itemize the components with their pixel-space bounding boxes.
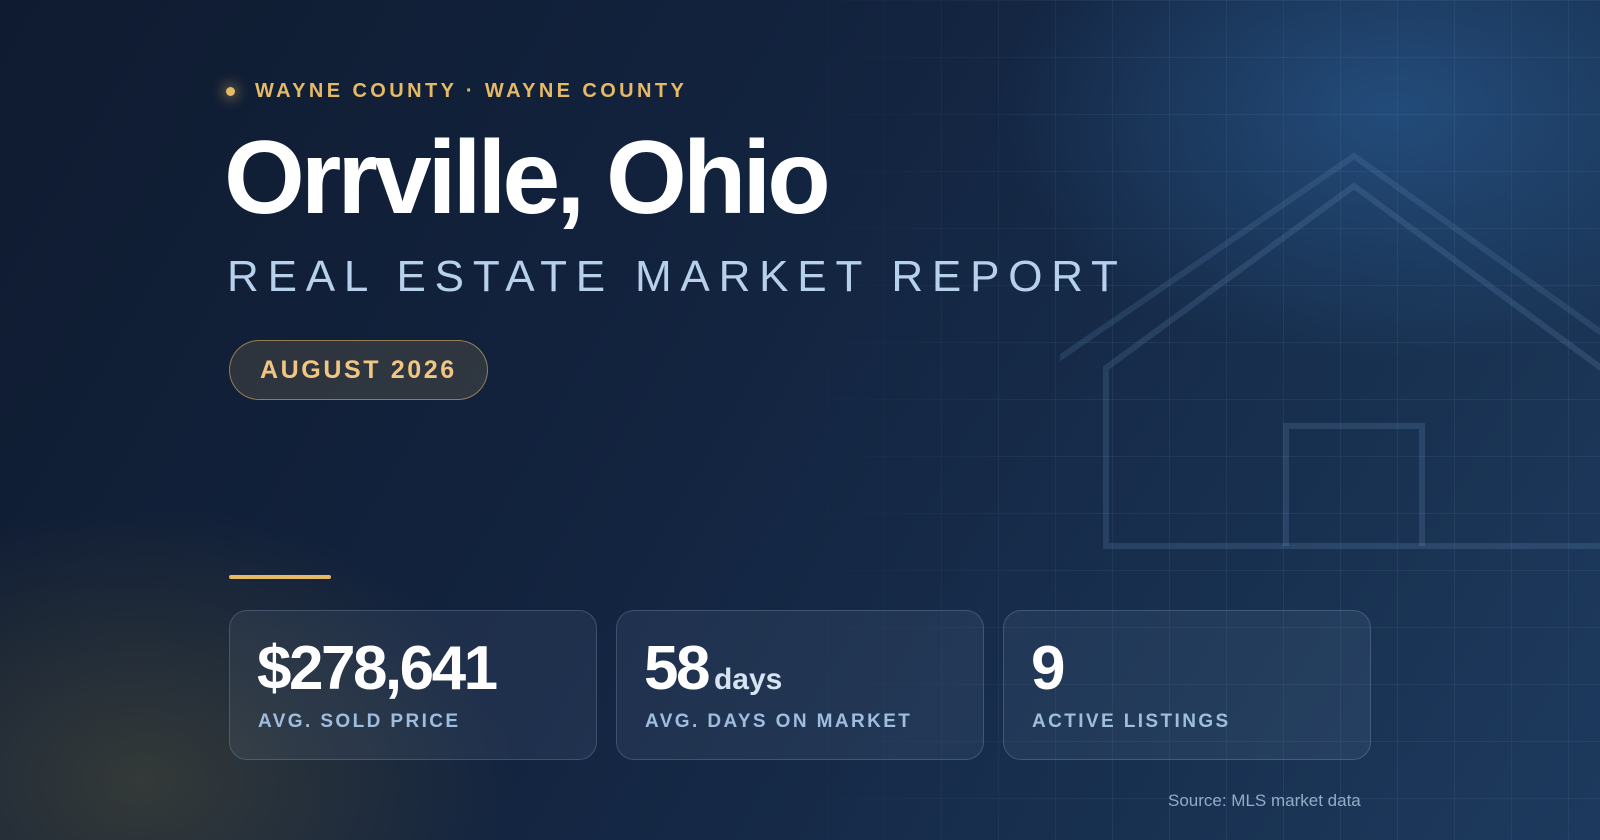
stat-card-avg-sold-price: $278,641 AVG. SOLD PRICE (229, 610, 597, 760)
period-text: AUGUST 2026 (260, 355, 457, 384)
stat-value: 9 (1031, 633, 1065, 704)
page-title: Orrville, Ohio (224, 120, 831, 236)
stat-value: $278,641 (257, 633, 498, 704)
stat-number: $278,641 (257, 634, 498, 703)
dot-icon (226, 87, 235, 96)
stat-label: AVG. SOLD PRICE (258, 711, 461, 732)
stat-unit: days (713, 663, 783, 696)
stat-value: 58 days (644, 633, 782, 704)
stat-card-avg-days-on-market: 58 days AVG. DAYS ON MARKET (616, 610, 984, 760)
stat-number: 58 (644, 634, 710, 703)
source-note: Source: MLS market data (1168, 791, 1361, 810)
background-grid (770, 0, 1600, 840)
stat-label: ACTIVE LISTINGS (1032, 711, 1231, 732)
location-eyebrow: WAYNE COUNTY · WAYNE COUNTY (226, 80, 687, 103)
house-outline-icon (1060, 152, 1600, 549)
stat-label: AVG. DAYS ON MARKET (645, 711, 913, 732)
report-subtitle: REAL ESTATE MARKET REPORT (227, 252, 1127, 301)
accent-divider (229, 575, 331, 579)
eyebrow-text: WAYNE COUNTY · WAYNE COUNTY (255, 80, 688, 102)
stat-card-active-listings: 9 ACTIVE LISTINGS (1003, 610, 1371, 760)
stat-number: 9 (1031, 634, 1065, 703)
period-badge: AUGUST 2026 (229, 340, 488, 400)
